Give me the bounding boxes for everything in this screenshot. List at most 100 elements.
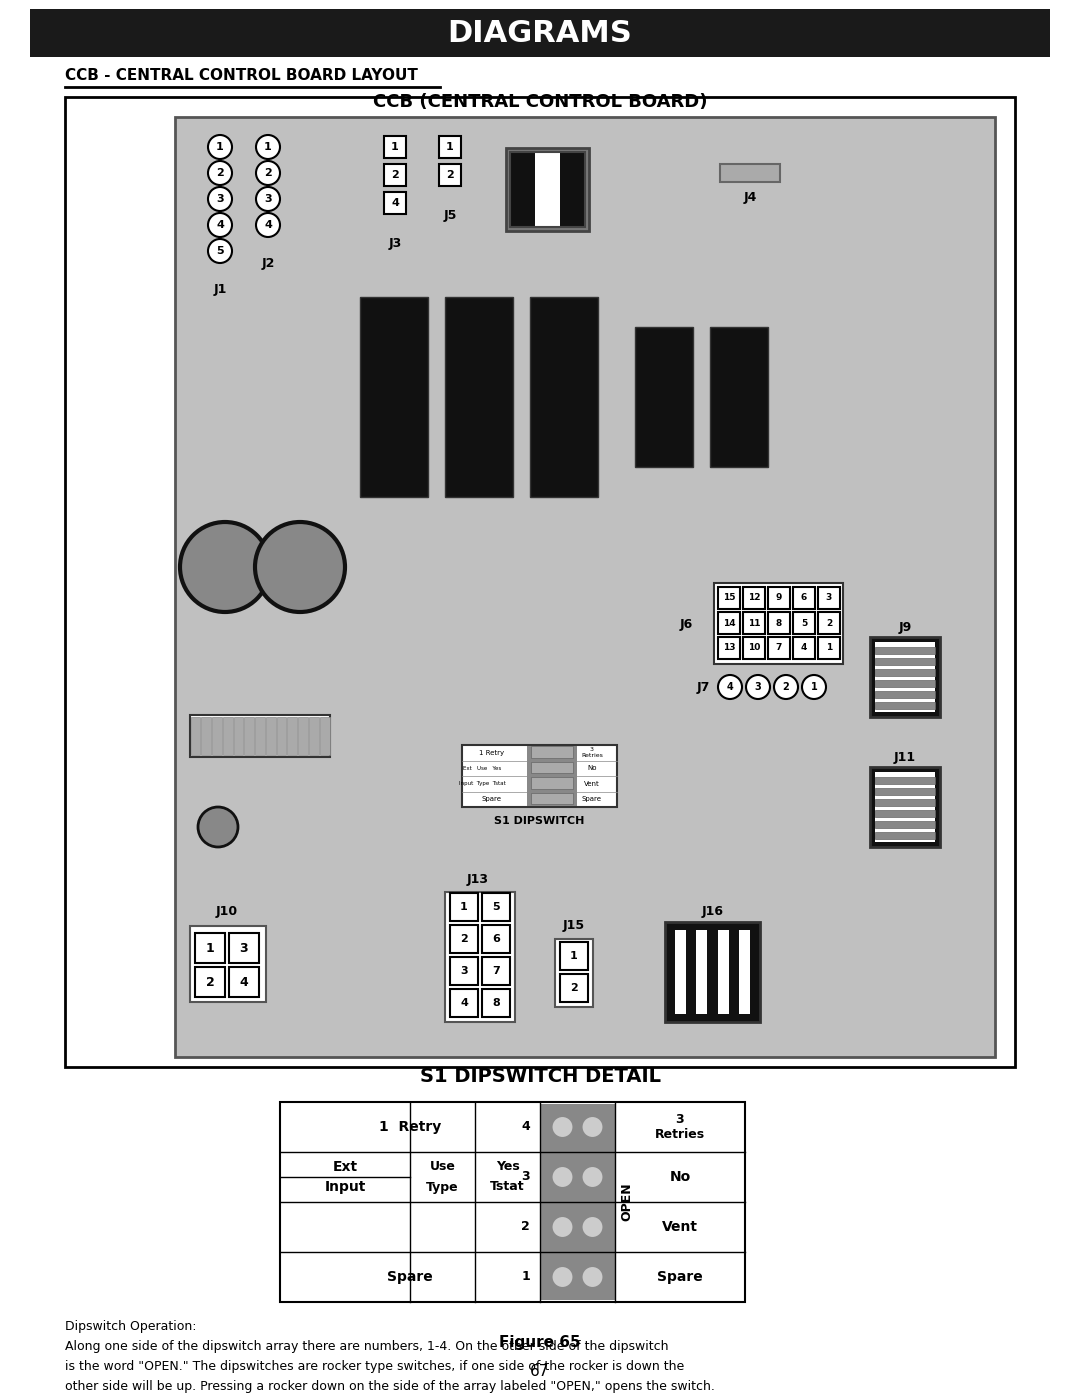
- Bar: [875, 680, 935, 687]
- Bar: [875, 799, 935, 806]
- Circle shape: [208, 212, 232, 237]
- Bar: [507, 148, 589, 231]
- Text: 2: 2: [522, 1221, 530, 1234]
- Text: 1: 1: [811, 682, 818, 692]
- Text: S1 DIPSWITCH: S1 DIPSWITCH: [495, 816, 584, 826]
- Bar: [818, 637, 840, 659]
- Bar: [65, 96, 1015, 1067]
- Bar: [201, 717, 211, 754]
- Bar: [482, 989, 510, 1017]
- Text: 1 Retry: 1 Retry: [480, 750, 504, 756]
- Text: 1: 1: [826, 644, 832, 652]
- Bar: [718, 612, 740, 634]
- Bar: [793, 587, 815, 609]
- Text: Dipswitch Operation:: Dipswitch Operation:: [65, 1320, 197, 1333]
- Bar: [561, 942, 588, 970]
- Bar: [740, 930, 750, 1014]
- Text: Tstat: Tstat: [490, 1180, 525, 1193]
- Text: 67: 67: [530, 1365, 550, 1379]
- Bar: [875, 703, 935, 710]
- Text: 6: 6: [801, 594, 807, 602]
- Bar: [450, 957, 478, 985]
- Bar: [384, 191, 406, 214]
- Bar: [718, 930, 729, 1014]
- Text: Vent: Vent: [584, 781, 599, 787]
- Text: 2: 2: [446, 170, 454, 180]
- Bar: [531, 792, 573, 805]
- Text: 1: 1: [205, 942, 214, 954]
- Text: Input: Input: [324, 1180, 366, 1194]
- Circle shape: [208, 161, 232, 184]
- Text: J10: J10: [216, 905, 238, 918]
- Text: Type: Type: [427, 1180, 459, 1193]
- Circle shape: [774, 675, 798, 698]
- Bar: [561, 974, 588, 1002]
- Bar: [438, 163, 461, 186]
- Text: No: No: [670, 1171, 690, 1185]
- Text: 12: 12: [747, 594, 760, 602]
- Circle shape: [256, 161, 280, 184]
- Bar: [190, 715, 330, 757]
- Bar: [531, 746, 573, 757]
- Text: 1: 1: [522, 1270, 530, 1284]
- Bar: [768, 587, 789, 609]
- Text: Spare: Spare: [482, 796, 502, 802]
- Bar: [540, 1104, 615, 1301]
- Bar: [743, 612, 765, 634]
- Bar: [768, 612, 789, 634]
- Circle shape: [552, 1266, 573, 1288]
- Bar: [793, 637, 815, 659]
- Bar: [298, 717, 308, 754]
- Bar: [482, 893, 510, 921]
- Circle shape: [552, 1116, 573, 1139]
- Text: 4: 4: [800, 644, 807, 652]
- Bar: [793, 612, 815, 634]
- Text: J4: J4: [743, 190, 757, 204]
- Text: 4: 4: [240, 975, 248, 989]
- Bar: [450, 989, 478, 1017]
- Bar: [870, 637, 940, 717]
- Bar: [255, 717, 265, 754]
- Circle shape: [208, 239, 232, 263]
- Text: J2: J2: [261, 257, 274, 270]
- Circle shape: [581, 1266, 604, 1288]
- Text: 14: 14: [723, 619, 735, 627]
- Bar: [287, 717, 297, 754]
- Text: J1: J1: [214, 282, 227, 296]
- Bar: [768, 637, 789, 659]
- Text: Ext: Ext: [333, 1160, 357, 1173]
- Bar: [450, 925, 478, 953]
- Bar: [309, 717, 319, 754]
- Circle shape: [581, 1116, 604, 1139]
- Text: 3: 3: [522, 1171, 530, 1183]
- Text: J11: J11: [894, 750, 916, 764]
- Text: 4: 4: [522, 1120, 530, 1133]
- Bar: [384, 163, 406, 186]
- Bar: [438, 136, 461, 158]
- Text: Ext   Use   Yes: Ext Use Yes: [463, 766, 501, 771]
- Text: 1: 1: [460, 902, 468, 912]
- Text: 11: 11: [747, 619, 760, 627]
- Text: 13: 13: [723, 644, 735, 652]
- Circle shape: [746, 675, 770, 698]
- Bar: [445, 893, 515, 1023]
- Bar: [195, 967, 225, 997]
- Text: J9: J9: [899, 620, 912, 633]
- Text: 3: 3: [826, 594, 832, 602]
- Bar: [233, 717, 243, 754]
- Text: is the word "OPEN." The dipswitches are rocker type switches, if one side of the: is the word "OPEN." The dipswitches are …: [65, 1361, 685, 1373]
- Text: 7: 7: [492, 965, 500, 977]
- Bar: [530, 298, 598, 497]
- Bar: [718, 587, 740, 609]
- Bar: [175, 117, 995, 1058]
- Text: 3: 3: [755, 682, 761, 692]
- Text: J6: J6: [679, 617, 693, 631]
- Circle shape: [208, 187, 232, 211]
- Circle shape: [581, 1166, 604, 1187]
- Text: 4: 4: [216, 219, 224, 231]
- Bar: [462, 745, 617, 807]
- Bar: [280, 1102, 745, 1302]
- Circle shape: [256, 212, 280, 237]
- Text: 1: 1: [216, 142, 224, 152]
- Text: 10: 10: [747, 644, 760, 652]
